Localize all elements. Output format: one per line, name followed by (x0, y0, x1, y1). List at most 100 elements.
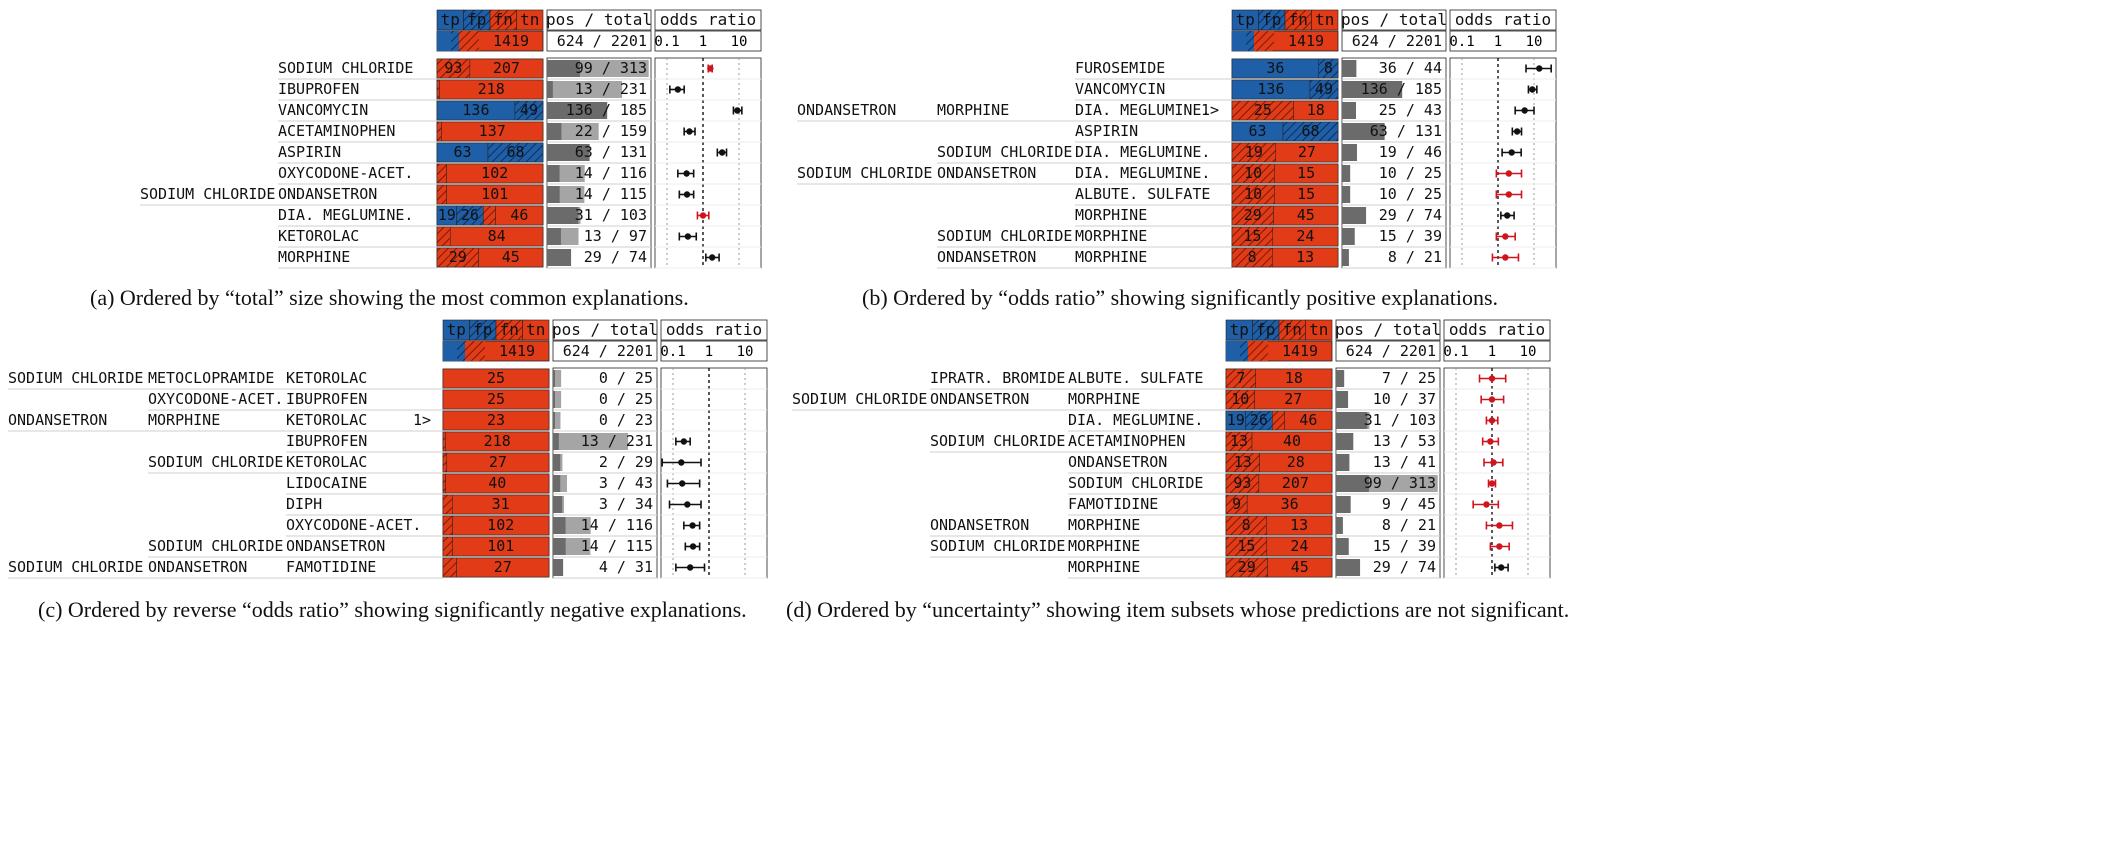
pos-total-summary-box (546, 30, 652, 52)
pos-total-value: 0 / 23 (599, 411, 653, 429)
confusion-label-tn: tn (1315, 10, 1334, 29)
table-row: IBUPROFEN 218 13 / 231 (286, 431, 767, 453)
confusion-value-fn: 10 (1231, 390, 1249, 408)
pos-total-value: 3 / 34 (599, 495, 653, 513)
pos-total-summary: 624 / 2201 (1352, 32, 1442, 50)
confusion-value-tn: 218 (484, 432, 511, 450)
confusion-segment-tn (442, 389, 550, 410)
item-label: SODIUM CHLORIDE (937, 227, 1072, 245)
confusion-value-tn: 13 (1290, 516, 1308, 534)
pos-total-value: 14 / 116 (575, 164, 647, 182)
pos-fraction-bar (547, 60, 580, 77)
confusion-value-fn: 9 (1232, 495, 1241, 513)
confusion-value-tn: 18 (1285, 369, 1303, 387)
confusion-value-tn: 137 (479, 122, 506, 140)
pos-total-value: 29 / 74 (1379, 206, 1442, 224)
odds-title: odds ratio (1449, 320, 1545, 339)
row-marker: 1> (1201, 101, 1219, 119)
item-label: DIA. MEGLUMINE. (278, 206, 413, 224)
item-label: ONDANSETRON (797, 101, 896, 119)
table-row: ACETAMINOPHEN 137 22 / 159 (278, 121, 761, 143)
confusion-value-tn: 27 (494, 558, 512, 576)
confusion-label-tn: tn (526, 320, 545, 339)
pos-total-value: 0 / 25 (599, 390, 653, 408)
table-row: ASPIRIN 63 68 63 / 131 (1075, 121, 1556, 143)
pos-fraction-bar (547, 144, 590, 161)
table-row: SODIUM CHLORIDE 93 207 99 / 313 (1068, 473, 1550, 495)
confusion-segment-tn (1274, 184, 1339, 205)
item-label: FUROSEMIDE (1075, 59, 1165, 77)
confusion-value-tn: 18 (1307, 101, 1325, 119)
item-label: ALBUTE. SULFATE (1075, 185, 1210, 203)
row-marker: 1> (413, 411, 431, 429)
total-count: 1419 (1288, 32, 1324, 50)
pos-fraction-bar (547, 165, 560, 182)
pos-fraction-bar (553, 454, 561, 471)
pos-total-value: 19 / 46 (1379, 143, 1442, 161)
table-row: SODIUM CHLORIDE ONDANSETRON 101 14 / 115 (148, 536, 767, 558)
confusion-value-fn: 93 (1233, 474, 1251, 492)
confusion-segment-tn (478, 247, 544, 268)
odds-point (1488, 396, 1496, 403)
confusion-segment-fp (1318, 58, 1339, 79)
pos-total-value: 14 / 115 (581, 537, 653, 555)
item-label: METOCLOPRAMIDE (148, 369, 274, 387)
confusion-segment-fn (436, 163, 447, 184)
pos-total-value: 13 / 97 (584, 227, 647, 245)
odds-point (1497, 564, 1505, 571)
odds-axis-box (654, 30, 762, 52)
confusion-segment-fn (436, 184, 447, 205)
item-label: SODIUM CHLORIDE (148, 453, 283, 471)
confusion-value-tn: 45 (1297, 206, 1315, 224)
item-label: VANCOMYCIN (278, 101, 368, 119)
confusion-segment-tn (442, 410, 550, 431)
confusion-label-tn: tn (1309, 320, 1328, 339)
table-row: SODIUM CHLORIDE MORPHINE 15 24 15 / 39 (930, 536, 1550, 558)
confusion-value-tn: 24 (1290, 537, 1308, 555)
confusion-segment-tn (1255, 368, 1333, 389)
confusion-value-fn: 15 (1237, 537, 1255, 555)
odds-tick-1: 1 (705, 344, 713, 360)
total-fraction-bar (553, 433, 629, 450)
total-bar-fp (1246, 31, 1254, 51)
confusion-value-tn: 46 (1299, 411, 1317, 429)
confusion-header-tn (522, 319, 550, 341)
item-label: ONDANSETRON (148, 558, 247, 576)
pos-total-value: 10 / 25 (1379, 164, 1442, 182)
confusion-segment-fn (436, 226, 451, 247)
confusion-segment-tn (1293, 100, 1339, 121)
odds-point (1536, 65, 1543, 72)
confusion-value-tn: 24 (1296, 227, 1314, 245)
item-label: SODIUM CHLORIDE (278, 59, 413, 77)
confusion-value-fp: 8 (1324, 59, 1333, 77)
odds-point (1521, 107, 1528, 114)
confusion-segment-tn (452, 515, 550, 536)
table-row: IBUPROFEN 218 13 / 231 (278, 79, 761, 101)
pos-total-value: 14 / 116 (581, 516, 653, 534)
confusion-value-tn: 40 (1283, 432, 1301, 450)
odds-tick-1: 1 (1494, 34, 1502, 50)
item-label: KETOROLAC (286, 369, 367, 387)
table-row: VANCOMYCIN 136 49 136 / 185 (1075, 79, 1556, 101)
item-label: KETOROLAC (286, 411, 367, 429)
confusion-value-fp: 26 (461, 206, 479, 224)
item-label: ACETAMINOPHEN (278, 122, 395, 140)
confusion-value-fp: 68 (1301, 122, 1319, 140)
confusion-value-tn: 45 (502, 248, 520, 266)
pos-fraction-bar (1342, 228, 1355, 245)
item-label: ONDANSETRON (930, 390, 1029, 408)
item-label: DIA. MEGLUMINE. (1068, 411, 1203, 429)
confusion-value-tn: 13 (1296, 248, 1314, 266)
pos-fraction-bar (547, 207, 579, 224)
table-row: ONDANSETRON 13 28 13 / 41 (1068, 452, 1550, 474)
pos-total-summary-box (1335, 340, 1441, 362)
odds-axis-box (660, 340, 768, 362)
pos-fraction-bar (553, 538, 566, 555)
table-row: ASPIRIN 63 68 63 / 131 (278, 142, 761, 164)
table-row: OXYCODONE-ACET. IBUPROFEN 25 0 / 25 (148, 389, 767, 411)
item-label: IBUPROFEN (278, 80, 359, 98)
confusion-value-tn: 207 (493, 59, 520, 77)
item-label: ONDANSETRON (930, 516, 1029, 534)
pos-fraction-bar (1342, 102, 1356, 119)
